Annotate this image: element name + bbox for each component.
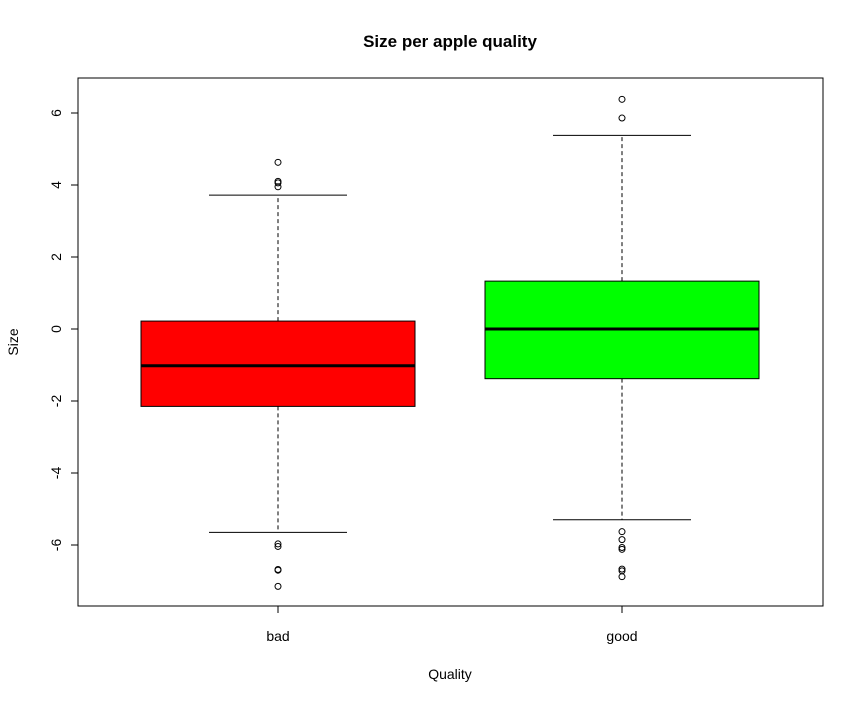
outlier-point — [274, 158, 282, 166]
outlier-point — [274, 183, 282, 191]
outlier-point — [618, 95, 626, 103]
box-good — [484, 95, 760, 581]
outlier-point — [618, 536, 626, 544]
outlier-point — [274, 542, 282, 550]
box-iqr — [140, 320, 416, 407]
y-tick-label: 0 — [48, 325, 64, 333]
outlier-point — [274, 582, 282, 590]
boxes-group — [140, 95, 760, 590]
outlier-point — [274, 179, 282, 187]
outlier-point — [618, 545, 626, 553]
outlier-point — [274, 566, 282, 574]
y-tick-label: -6 — [48, 539, 64, 552]
outlier-point — [618, 573, 626, 581]
x-axis: bad good — [266, 605, 638, 644]
outlier-point — [618, 114, 626, 122]
y-axis: -6 -4 -2 0 2 4 6 — [48, 109, 79, 552]
y-tick-label: -2 — [48, 395, 64, 408]
y-tick-label: 2 — [48, 253, 64, 261]
y-tick-label: 6 — [48, 109, 64, 117]
x-tick-label: good — [606, 628, 637, 644]
outlier-point — [618, 528, 626, 536]
outlier-point — [274, 540, 282, 548]
x-axis-label: Quality — [428, 666, 472, 682]
chart-title: Size per apple quality — [363, 32, 537, 51]
y-tick-label: 4 — [48, 181, 64, 189]
y-tick-label: -4 — [48, 467, 64, 480]
box-bad — [140, 158, 416, 590]
x-tick-label: bad — [266, 628, 289, 644]
y-axis-label: Size — [5, 328, 21, 355]
